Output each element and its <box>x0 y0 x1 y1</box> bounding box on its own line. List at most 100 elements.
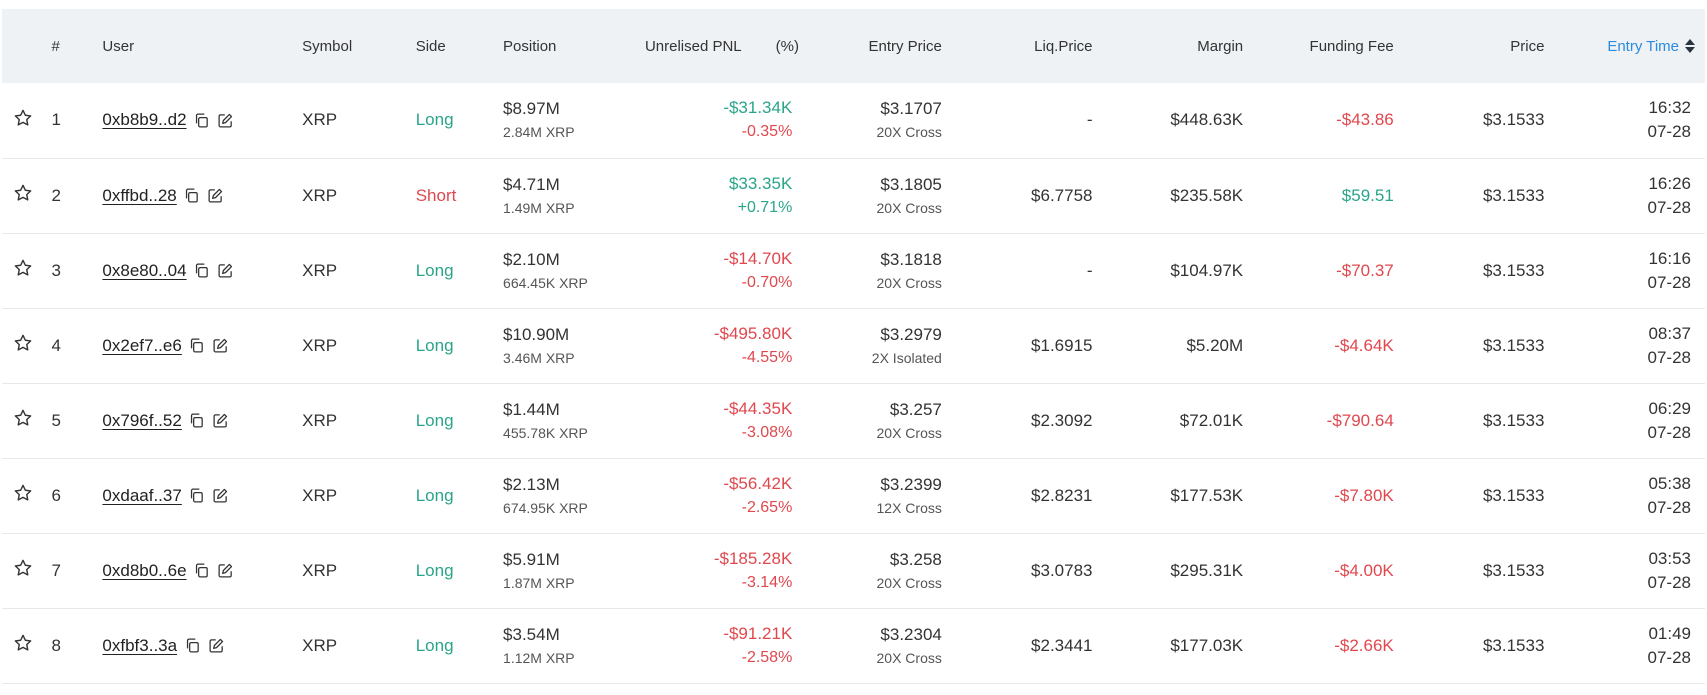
entry-price-cell: $3.1805 20X Cross <box>804 158 954 233</box>
side-cell: Long <box>415 485 454 505</box>
entry-time-value: 05:38 <box>1648 473 1691 493</box>
star-icon[interactable] <box>13 108 33 133</box>
user-address-link[interactable]: 0xfbf3..3a <box>102 635 178 655</box>
funding-fee-cell: -$790.64 <box>1326 410 1394 430</box>
pnl-cell: -$495.80K -4.55% <box>645 308 804 383</box>
position-value: $2.10M <box>503 249 560 269</box>
entry-price-cell: $3.2304 20X Cross <box>804 608 954 683</box>
copy-icon[interactable] <box>188 487 206 505</box>
pnl-cell: -$56.42K -2.65% <box>645 458 804 533</box>
star-icon[interactable] <box>13 633 33 658</box>
copy-icon[interactable] <box>188 412 206 430</box>
header-liq-price[interactable]: Liq.Price <box>1034 37 1093 55</box>
copy-icon[interactable] <box>183 187 201 205</box>
symbol-cell: XRP <box>302 560 338 580</box>
user-cell: 0xdaaf..37 <box>102 458 302 533</box>
user-address-link[interactable]: 0xdaaf..37 <box>102 485 182 505</box>
price-cell: $3.1533 <box>1482 260 1545 280</box>
header-price[interactable]: Price <box>1510 37 1545 55</box>
edit-icon[interactable] <box>212 337 230 355</box>
edit-icon[interactable] <box>217 562 235 580</box>
edit-icon[interactable] <box>217 111 235 129</box>
funding-fee-cell: -$4.00K <box>1334 560 1394 580</box>
user-cell: 0xffbd..28 <box>102 158 302 233</box>
pnl-value: -$31.34K <box>723 98 793 118</box>
pnl-cell: -$44.35K -3.08% <box>645 383 804 458</box>
pnl-cell: $33.35K +0.71% <box>645 158 804 233</box>
sort-icon[interactable] <box>1685 39 1695 53</box>
margin-cell: $295.31K <box>1170 560 1244 580</box>
pnl-value: $33.35K <box>728 173 793 193</box>
edit-icon[interactable] <box>207 187 225 205</box>
user-address-link[interactable]: 0x796f..52 <box>102 410 182 430</box>
entry-time-value: 16:16 <box>1648 248 1691 268</box>
position-quantity: 1.12M XRP <box>503 649 575 666</box>
edit-icon[interactable] <box>217 262 235 280</box>
header-symbol[interactable]: Symbol <box>302 37 353 55</box>
leverage-mode: 20X Cross <box>876 649 942 666</box>
favorite-cell <box>2 233 43 308</box>
rank-cell: 2 <box>51 185 61 205</box>
position-cell: $10.90M 3.46M XRP <box>503 308 645 383</box>
pnl-value: -$44.35K <box>723 398 793 418</box>
funding-fee-cell: -$4.64K <box>1334 335 1394 355</box>
header-funding-fee[interactable]: Funding Fee <box>1309 37 1394 55</box>
header-side[interactable]: Side <box>415 37 446 55</box>
pnl-percent: +0.71% <box>737 198 793 216</box>
star-icon[interactable] <box>13 333 33 358</box>
entry-date-value: 07-28 <box>1647 422 1691 442</box>
user-address-link[interactable]: 0xffbd..28 <box>102 185 177 205</box>
funding-fee-cell: -$70.37 <box>1336 260 1394 280</box>
edit-icon[interactable] <box>212 487 230 505</box>
edit-icon[interactable] <box>212 412 230 430</box>
leverage-mode: 12X Cross <box>876 499 942 516</box>
table-row: 6 0xdaaf..37 XRP Long $2.13M 674.95K XRP… <box>2 458 1705 533</box>
margin-cell: $448.63K <box>1170 110 1244 130</box>
user-cell: 0x2ef7..e6 <box>102 308 302 383</box>
entry-date-value: 07-28 <box>1647 572 1691 592</box>
pnl-cell: -$31.34K -0.35% <box>645 83 804 158</box>
user-address-link[interactable]: 0xd8b0..6e <box>102 560 187 580</box>
header-margin[interactable]: Margin <box>1197 37 1244 55</box>
user-address-link[interactable]: 0xb8b9..d2 <box>102 110 187 130</box>
symbol-cell: XRP <box>302 260 338 280</box>
liq-price-cell: - <box>1086 260 1093 280</box>
entry-price-value: $3.2304 <box>880 624 942 644</box>
entry-date-value: 07-28 <box>1647 197 1691 217</box>
position-quantity: 2.84M XRP <box>503 124 575 141</box>
position-value: $3.54M <box>503 624 560 644</box>
star-icon[interactable] <box>13 408 33 433</box>
position-cell: $4.71M 1.49M XRP <box>503 158 645 233</box>
pnl-percent: -2.58% <box>741 648 793 666</box>
header-position[interactable]: Position <box>503 37 557 55</box>
header-pnl-label: Unrelised PNL <box>644 37 742 55</box>
entry-price-value: $3.1707 <box>880 99 942 119</box>
star-icon[interactable] <box>13 558 33 583</box>
star-icon[interactable] <box>13 258 33 283</box>
copy-icon[interactable] <box>193 562 211 580</box>
star-icon[interactable] <box>13 483 33 508</box>
entry-price-value: $3.1805 <box>880 174 942 194</box>
side-cell: Short <box>415 185 457 205</box>
copy-icon[interactable] <box>188 337 206 355</box>
copy-icon[interactable] <box>193 262 211 280</box>
copy-icon[interactable] <box>183 637 201 655</box>
entry-date-value: 07-28 <box>1647 347 1691 367</box>
position-cell: $2.13M 674.95K XRP <box>503 458 645 533</box>
copy-icon[interactable] <box>193 111 211 129</box>
header-pnl[interactable]: Unrelised PNL (%) <box>645 9 804 83</box>
entry-price-cell: $3.258 20X Cross <box>804 533 954 608</box>
rank-cell: 3 <box>51 260 61 280</box>
header-entry-time[interactable]: Entry Time <box>1556 9 1705 83</box>
position-cell: $1.44M 455.78K XRP <box>503 383 645 458</box>
star-icon[interactable] <box>13 183 33 208</box>
user-address-link[interactable]: 0x2ef7..e6 <box>102 335 182 355</box>
header-entry-price[interactable]: Entry Price <box>868 37 942 55</box>
entry-price-value: $3.2399 <box>880 474 942 494</box>
pnl-value: -$185.28K <box>713 548 793 568</box>
edit-icon[interactable] <box>207 637 225 655</box>
price-cell: $3.1533 <box>1482 485 1545 505</box>
user-address-link[interactable]: 0x8e80..04 <box>102 260 187 280</box>
header-user[interactable]: User <box>102 37 135 55</box>
leverage-mode: 20X Cross <box>876 574 942 591</box>
